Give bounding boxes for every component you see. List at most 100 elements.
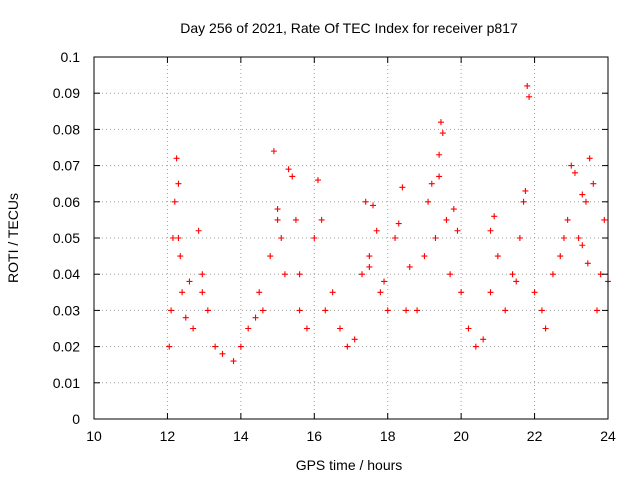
- data-points: [166, 82, 611, 365]
- data-point: [522, 187, 529, 194]
- x-tick-label: 16: [306, 428, 322, 444]
- data-point: [292, 216, 299, 223]
- data-point: [487, 227, 494, 234]
- data-point: [314, 177, 321, 184]
- data-point: [454, 227, 461, 234]
- x-tick-label: 14: [233, 428, 249, 444]
- data-point: [414, 307, 421, 314]
- data-point: [584, 260, 591, 267]
- data-point: [439, 130, 446, 137]
- data-point: [443, 216, 450, 223]
- x-tick-label: 10: [86, 428, 102, 444]
- data-point: [494, 253, 501, 260]
- x-tick-label: 24: [600, 428, 616, 444]
- data-point: [245, 325, 252, 332]
- data-point: [549, 271, 556, 278]
- data-point: [403, 307, 410, 314]
- data-point: [568, 162, 575, 169]
- data-point: [270, 148, 277, 155]
- y-tick-label: 0.02: [53, 339, 80, 355]
- data-point: [520, 198, 527, 205]
- data-point: [526, 93, 533, 100]
- x-tick-label: 12: [160, 428, 176, 444]
- data-point: [169, 235, 176, 241]
- data-point: [502, 307, 509, 314]
- y-tick-label: 0.09: [53, 85, 80, 101]
- data-point: [509, 271, 516, 278]
- y-tick-label: 0.05: [53, 230, 80, 246]
- data-point: [204, 307, 211, 314]
- data-point: [531, 289, 538, 296]
- data-point: [516, 235, 523, 241]
- data-point: [274, 216, 281, 223]
- data-point: [406, 263, 413, 270]
- data-point: [177, 253, 184, 260]
- data-point: [322, 307, 329, 314]
- y-tick-label: 0.1: [61, 49, 81, 65]
- data-point: [384, 307, 391, 314]
- data-point: [395, 220, 402, 227]
- data-point: [432, 235, 439, 241]
- data-point: [480, 336, 487, 343]
- data-point: [425, 198, 432, 205]
- data-point: [267, 253, 274, 260]
- data-point: [289, 173, 296, 180]
- data-point: [168, 307, 175, 314]
- data-point: [373, 227, 380, 234]
- data-point: [179, 289, 186, 296]
- y-tick-label: 0.06: [53, 194, 80, 210]
- data-point: [590, 180, 597, 187]
- data-point: [586, 155, 593, 162]
- data-point: [318, 216, 325, 223]
- data-point: [436, 151, 443, 158]
- data-point: [296, 271, 303, 278]
- data-point: [199, 271, 206, 278]
- data-point: [513, 278, 520, 285]
- data-point: [571, 169, 578, 176]
- data-point: [237, 343, 244, 350]
- data-point: [362, 198, 369, 205]
- y-axis-label: ROTI / TECUs: [5, 193, 21, 283]
- data-point: [274, 206, 281, 213]
- data-point: [296, 307, 303, 314]
- data-point: [450, 206, 457, 213]
- data-point: [421, 253, 428, 260]
- data-point: [370, 202, 377, 209]
- data-point: [173, 155, 180, 162]
- data-point: [171, 198, 178, 205]
- data-point: [381, 278, 388, 285]
- axis-ticks: 10 12 14 16 18 20 22 24 0 0.01 0.02 0.03 0.04 0.05 0.0…: [53, 49, 616, 444]
- chart-title: Day 256 of 2021, Rate Of TEC Index for r…: [180, 20, 518, 36]
- data-point: [524, 82, 531, 89]
- y-tick-label: 0.04: [53, 266, 80, 282]
- data-point: [366, 263, 373, 270]
- data-point: [186, 278, 193, 285]
- data-point: [285, 166, 292, 173]
- data-point: [351, 336, 358, 343]
- y-tick-label: 0.03: [53, 302, 80, 318]
- data-point: [557, 253, 564, 260]
- data-point: [336, 325, 343, 332]
- data-point: [437, 119, 444, 126]
- data-point: [472, 343, 479, 350]
- data-point: [465, 325, 472, 332]
- data-point: [366, 253, 373, 260]
- x-tick-label: 18: [380, 428, 396, 444]
- data-point: [542, 325, 549, 332]
- data-point: [579, 191, 586, 198]
- data-point: [199, 289, 206, 296]
- data-point: [329, 289, 336, 296]
- data-point: [195, 227, 202, 234]
- data-point: [212, 343, 219, 350]
- data-point: [601, 216, 608, 223]
- data-point: [230, 358, 237, 365]
- data-point: [428, 180, 435, 187]
- y-tick-label: 0.07: [53, 158, 80, 174]
- data-point: [256, 289, 263, 296]
- data-point: [538, 307, 545, 314]
- data-point: [252, 314, 259, 321]
- data-point: [436, 173, 443, 180]
- data-point: [399, 184, 406, 191]
